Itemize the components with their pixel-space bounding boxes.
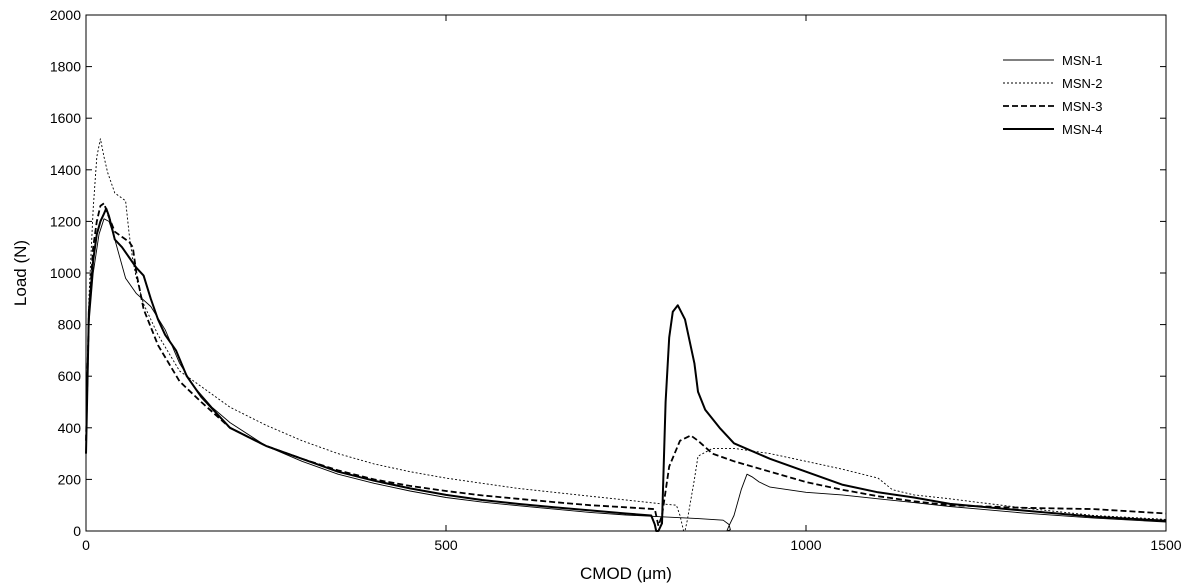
legend-label: MSN-1	[1062, 53, 1102, 68]
y-tick-label: 600	[58, 368, 82, 384]
series-line-msn-2	[85, 138, 1167, 532]
legend-label: MSN-3	[1062, 99, 1102, 114]
legend: MSN-1 MSN-2 MSN-3 MSN-4	[1003, 53, 1102, 137]
legend-label: MSN-2	[1062, 76, 1102, 91]
x-tick-label: 500	[434, 537, 458, 553]
y-tick-label: 2000	[50, 7, 81, 23]
x-axis-title: CMOD (μm)	[580, 564, 672, 583]
series-line-msn-4	[85, 207, 1167, 532]
legend-label: MSN-4	[1062, 122, 1102, 137]
series-group	[85, 138, 1167, 532]
y-tick-label: 1800	[50, 59, 81, 75]
y-tick-label: 1600	[50, 110, 81, 126]
y-axis-title: Load (N)	[11, 240, 30, 306]
series-line-msn-3	[85, 202, 1167, 527]
x-tick-label: 0	[82, 537, 90, 553]
y-tick-label: 1200	[50, 213, 81, 229]
y-tick-label: 0	[73, 523, 81, 539]
plot-frame	[85, 14, 1167, 532]
x-tick-label: 1500	[1150, 537, 1181, 553]
axis-ticks: 0 500 1000 1500 0 200 400 600 800 1000 1200 1400 160…	[50, 7, 1182, 553]
series-line-msn-1	[85, 218, 1167, 532]
y-tick-label: 400	[58, 420, 82, 436]
y-tick-label: 800	[58, 317, 82, 333]
x-tick-label: 1000	[790, 537, 821, 553]
y-tick-label: 200	[58, 471, 82, 487]
y-tick-label: 1000	[50, 265, 81, 281]
y-tick-label: 1400	[50, 162, 81, 178]
